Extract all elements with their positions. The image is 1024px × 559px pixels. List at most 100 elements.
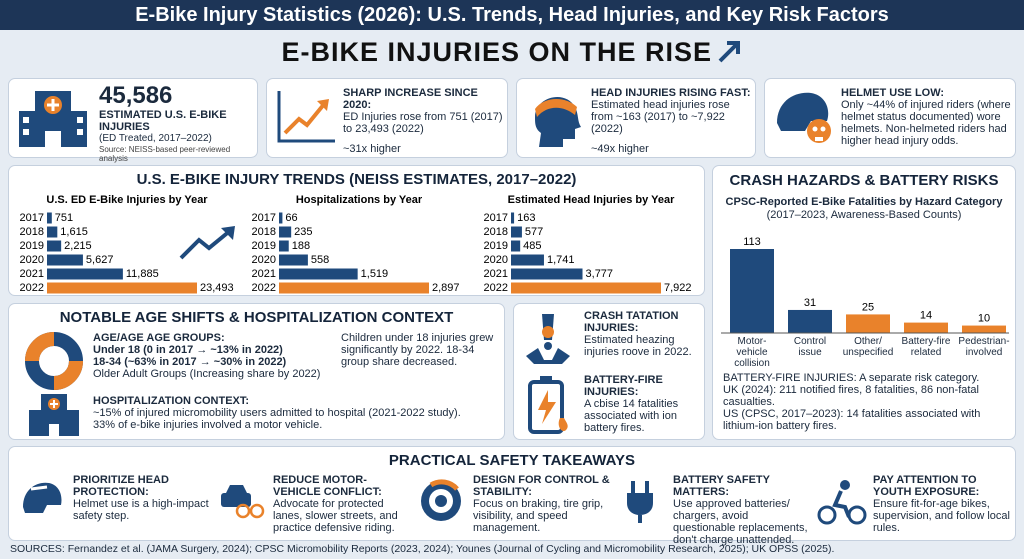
icon-shape: [277, 91, 335, 143]
value-label: 577: [525, 226, 543, 238]
icon-shape: [526, 348, 570, 364]
takeaway-text: Helmet use is a high-impact safety step.: [73, 498, 209, 522]
icon-shape: [53, 360, 83, 390]
takeaway-heading: PAY ATTENTION TO YOUTH EXPOSURE:: [873, 474, 980, 498]
icon-shape: [221, 226, 235, 240]
takeaway-heading: REDUCE MOTOR-VEHICLE CONFLICT:: [273, 474, 382, 498]
header-title: E-Bike Injury Statistics (2026): U.S. Tr…: [135, 4, 889, 26]
section-heading: HOSPITALIZATION CONTEXT:: [93, 395, 250, 407]
battery-note: BATTERY-FIRE INJURIES: A separate risk c…: [723, 372, 980, 384]
category-label: 2022: [20, 282, 44, 294]
icon-shape: [627, 493, 653, 515]
hospital-icon: [29, 394, 79, 436]
category-label: Battery-fire related: [901, 336, 951, 358]
stat-sub: (ED Treated, 2017–2022): [99, 133, 212, 144]
bar: [511, 268, 583, 280]
icon-shape: [847, 505, 867, 525]
value-label: 1,519: [361, 268, 389, 280]
category-label: 2021: [252, 268, 276, 280]
chart-subtitle: (2017–2023, Awareness-Based Counts): [766, 209, 962, 221]
takeaway-text: Use approved batteries/ chargers, avoid …: [673, 498, 808, 546]
takeaway: PRIORITIZE HEAD PROTECTION: Helmet use is…: [73, 474, 213, 522]
icon-shape: [538, 390, 556, 424]
value-label: 7,922: [664, 282, 692, 294]
takeaway-icon: [817, 480, 867, 525]
hosp-note: 33% of e-bike injuries involved a motor …: [93, 419, 323, 431]
bar: [47, 282, 197, 294]
age-group: Under 18 (0 in 2017 → ~13% in 2022): [93, 344, 283, 356]
icon-shape: [65, 410, 79, 436]
takeaway: DESIGN FOR CONTROL & STABILITY: Focus on …: [473, 474, 613, 534]
takeaway-text: Focus on braking, tire grip, visibility,…: [473, 498, 604, 534]
chart-title: Hospitalizations by Year: [296, 194, 423, 206]
bar: [788, 309, 832, 333]
age-panel: NOTABLE AGE SHIFTS & HOSPITALIZATION CON…: [8, 303, 505, 440]
category-label: 2022: [252, 282, 276, 294]
takeaway-icon: [627, 481, 653, 523]
age-donut: [25, 332, 83, 390]
takeaway-icon: [421, 479, 461, 521]
icon-shape: [777, 92, 829, 131]
card-heading: HEAD INJURIES RISING FAST:: [591, 87, 751, 99]
value-label: 5,627: [86, 254, 114, 266]
hosp-note: ~15% of injured micromobility users admi…: [93, 407, 461, 419]
battery-note: UK (2024): 211 notified fires, 8 fatalit…: [723, 384, 979, 408]
bar: [47, 240, 62, 252]
takeaway: PAY ATTENTION TO YOUTH EXPOSURE: Ensure f…: [873, 474, 1013, 534]
head-icon: [535, 96, 581, 147]
icon-shape: [77, 117, 83, 123]
icon-shape: CRASH TATATION INJURIES: Estimated heazi…: [584, 310, 702, 358]
card-heading: HELMET USE LOW:: [841, 87, 945, 99]
icon-shape: HELMET USE LOW: Only ~44% of injured rid…: [841, 87, 1013, 147]
stat-card: 45,586 ESTIMATED U.S. E-BIKE INJURIES (E…: [8, 78, 258, 163]
bar: [846, 314, 890, 333]
card-heading: SHARP INCREASE SINCE 2020:: [343, 87, 478, 111]
icon-shape: [817, 505, 837, 525]
icon-shape: [50, 400, 58, 408]
value-label: 485: [523, 240, 541, 252]
icon-shape: [47, 99, 59, 111]
crash-icon: [526, 314, 570, 364]
category-label: 2018: [484, 226, 508, 238]
info-card: SHARP INCREASE SINCE 2020: ED Injuries r…: [266, 78, 508, 158]
icon-shape: HOSPITALIZATION CONTEXT: ~15% of injured…: [93, 395, 498, 431]
icon-shape: [249, 503, 265, 519]
icon-shape: [435, 495, 447, 507]
card-text: ED Injuries rose from 751 (2017) to 23,4…: [343, 111, 503, 135]
takeaway-heading: DESIGN FOR CONTROL & STABILITY:: [473, 474, 610, 498]
risk-heading: CRASH TATATION INJURIES:: [584, 310, 679, 334]
bar-chart: Hospitalizations by Year 2017 66 2018 235 201…: [252, 194, 460, 294]
icon-shape: [718, 41, 740, 63]
bar: [730, 249, 774, 333]
category-label: 2019: [484, 240, 508, 252]
icon-shape: [815, 137, 823, 141]
icon-shape: HEAD INJURIES RISING FAST: Estimated hea…: [591, 87, 753, 155]
category-label: 2022: [484, 282, 508, 294]
category-label: Motor-vehicle collision: [734, 336, 770, 369]
bar: [279, 268, 358, 280]
bar: [511, 240, 521, 252]
icon-shape: [558, 418, 568, 432]
value-label: 14: [920, 309, 932, 321]
icon-shape: [429, 479, 459, 491]
value-label: 3,777: [586, 268, 614, 280]
bar: [279, 254, 308, 266]
value-label: 1,741: [547, 254, 575, 266]
category-label: 2018: [252, 226, 276, 238]
battery-icon: [528, 376, 568, 434]
icon-shape: [283, 101, 327, 135]
bar: [47, 226, 58, 238]
risk-panel: CRASH TATATION INJURIES: Estimated heazi…: [513, 303, 705, 440]
icon-shape: 45,586 ESTIMATED U.S. E-BIKE INJURIES (E…: [99, 83, 255, 164]
hospital-icon: [19, 91, 87, 147]
icon-shape: [631, 481, 649, 493]
icon-shape: [23, 129, 29, 135]
icon-shape: [25, 332, 55, 362]
category-label: Control issue: [793, 336, 827, 358]
category-label: 2019: [252, 240, 276, 252]
bar: [47, 268, 123, 280]
category-label: 2017: [20, 212, 44, 224]
bar: [279, 282, 429, 294]
bar: [279, 226, 292, 238]
